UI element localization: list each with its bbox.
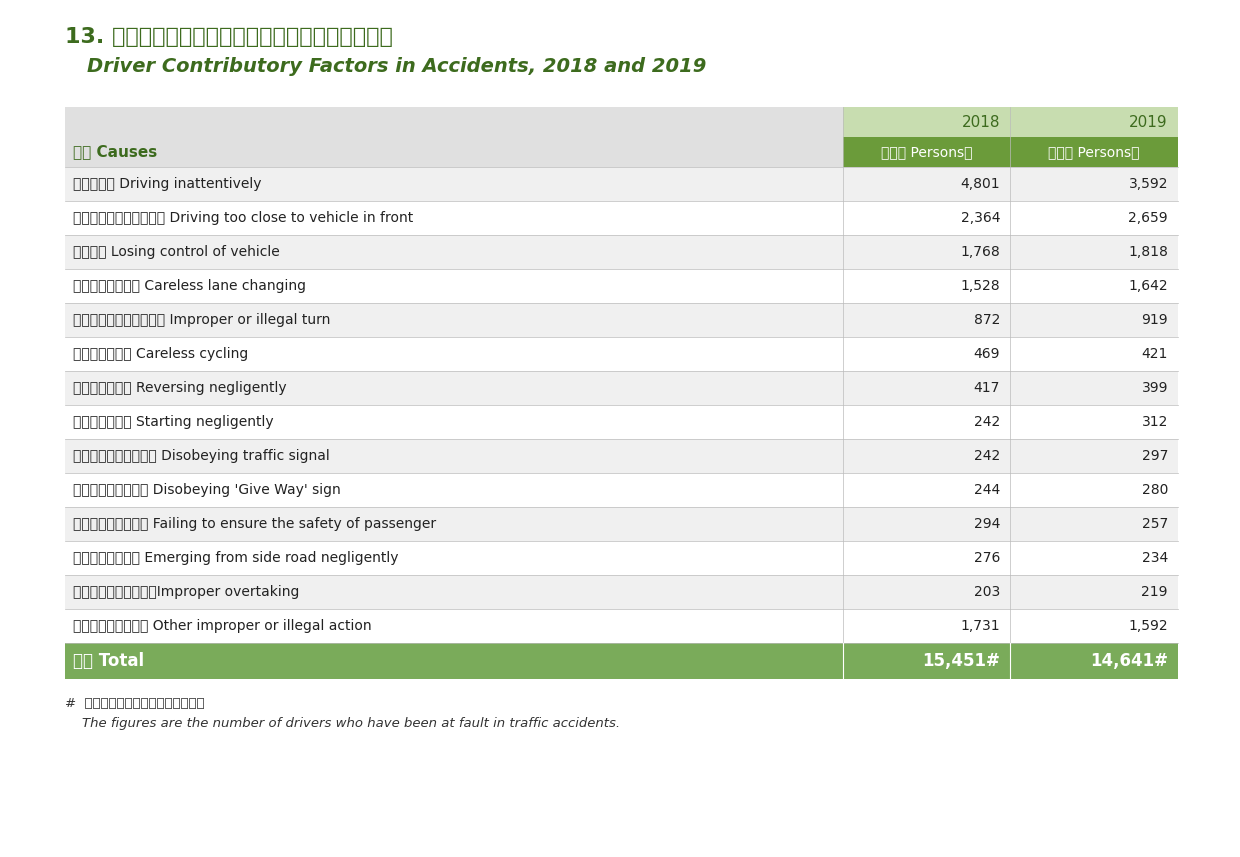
Text: 244: 244 [973,483,999,497]
Text: 203: 203 [973,585,999,599]
Bar [64,337,1178,371]
Bar [1011,137,1178,167]
Bar [64,235,1178,269]
Text: 疏忽地起動車輛 Starting negligently: 疏忽地起動車輛 Starting negligently [73,415,274,429]
Text: 469: 469 [973,347,999,361]
Text: 合計 Total: 合計 Total [73,652,144,670]
Text: （人數 Persons）: （人數 Persons） [1048,145,1140,159]
Text: 1,592: 1,592 [1128,619,1168,633]
Text: 1,818: 1,818 [1128,245,1168,259]
Bar [64,137,843,167]
Text: 2018: 2018 [961,115,999,129]
Bar [64,507,1178,541]
Text: 不小心轉換行車線 Careless lane changing: 不小心轉換行車線 Careless lane changing [73,279,306,293]
Text: 1,642: 1,642 [1128,279,1168,293]
Text: #  數字為引致交通意外的司機人數。: # 數字為引致交通意外的司機人數。 [64,697,205,710]
Bar [64,439,1178,473]
Text: 行車時太貼近前面的車輛 Driving too close to vehicle in front: 行車時太貼近前面的車輛 Driving too close to vehicle… [73,211,413,225]
Bar [64,575,1178,609]
Text: 沒有確保乘客的安全 Failing to ensure the safety of passenger: 沒有確保乘客的安全 Failing to ensure the safety o… [73,517,436,531]
Text: 4,801: 4,801 [960,177,999,191]
Text: 312: 312 [1142,415,1168,429]
Bar [64,371,1178,405]
Text: 不適當地超車（扒頭）Improper overtaking: 不適當地超車（扒頭）Improper overtaking [73,585,299,599]
Text: 車輛失控 Losing control of vehicle: 車輛失控 Losing control of vehicle [73,245,280,259]
Text: 不小心騎踏單車 Careless cycling: 不小心騎踏單車 Careless cycling [73,347,248,361]
Text: 不遵照交通燈號的指示 Disobeying traffic signal: 不遵照交通燈號的指示 Disobeying traffic signal [73,449,330,463]
Bar [64,269,1178,303]
Text: 872: 872 [973,313,999,327]
Text: 294: 294 [973,517,999,531]
Text: 421: 421 [1142,347,1168,361]
Text: 2,364: 2,364 [961,211,999,225]
Text: 399: 399 [1142,381,1168,395]
Text: 280: 280 [1142,483,1168,497]
Text: 276: 276 [973,551,999,565]
Bar [1011,107,1178,137]
Bar [64,541,1178,575]
Text: 1,528: 1,528 [960,279,999,293]
Text: The figures are the number of drivers who have been at fault in traffic accident: The figures are the number of drivers wh… [64,717,620,730]
Bar [64,643,1178,679]
Bar [64,201,1178,235]
Text: 1,768: 1,768 [960,245,999,259]
Text: 417: 417 [973,381,999,395]
Text: 疏忽地從旁路駛出 Emerging from side road negligently: 疏忽地從旁路駛出 Emerging from side road neglige… [73,551,398,565]
Text: （人數 Persons）: （人數 Persons） [880,145,972,159]
Text: 不遵照「讓路」標誌 Disobeying 'Give Way' sign: 不遵照「讓路」標誌 Disobeying 'Give Way' sign [73,483,341,497]
Text: 15,451#: 15,451# [923,652,999,670]
Text: Driver Contributory Factors in Accidents, 2018 and 2019: Driver Contributory Factors in Accidents… [87,57,707,76]
Bar [64,303,1178,337]
Text: 257: 257 [1142,517,1168,531]
Text: 不適當地或不合法地轉向 Improper or illegal turn: 不適當地或不合法地轉向 Improper or illegal turn [73,313,330,327]
Bar [64,609,1178,643]
Text: 疏忽地倒後行車 Reversing negligently: 疏忽地倒後行車 Reversing negligently [73,381,286,395]
Bar [64,473,1178,507]
Bar [843,107,1011,137]
Text: 13. 二零一八及二零一九年涉及司機的交通意外成因: 13. 二零一八及二零一九年涉及司機的交通意外成因 [64,27,393,47]
Text: 219: 219 [1142,585,1168,599]
Bar [64,167,1178,201]
Text: 駕駛不留神 Driving inattentively: 駕駛不留神 Driving inattentively [73,177,262,191]
Text: 297: 297 [1142,449,1168,463]
Text: 919: 919 [1141,313,1168,327]
Text: 其他不當或違法行為 Other improper or illegal action: 其他不當或違法行為 Other improper or illegal acti… [73,619,372,633]
Text: 234: 234 [1142,551,1168,565]
Text: 3,592: 3,592 [1128,177,1168,191]
Text: 2019: 2019 [1130,115,1168,129]
Text: 原因 Causes: 原因 Causes [73,145,157,159]
Bar [64,107,1178,137]
Bar [843,137,1011,167]
Text: 2,659: 2,659 [1128,211,1168,225]
Text: 242: 242 [973,415,999,429]
Text: 1,731: 1,731 [960,619,999,633]
Bar [64,405,1178,439]
Text: 242: 242 [973,449,999,463]
Text: 14,641#: 14,641# [1090,652,1168,670]
